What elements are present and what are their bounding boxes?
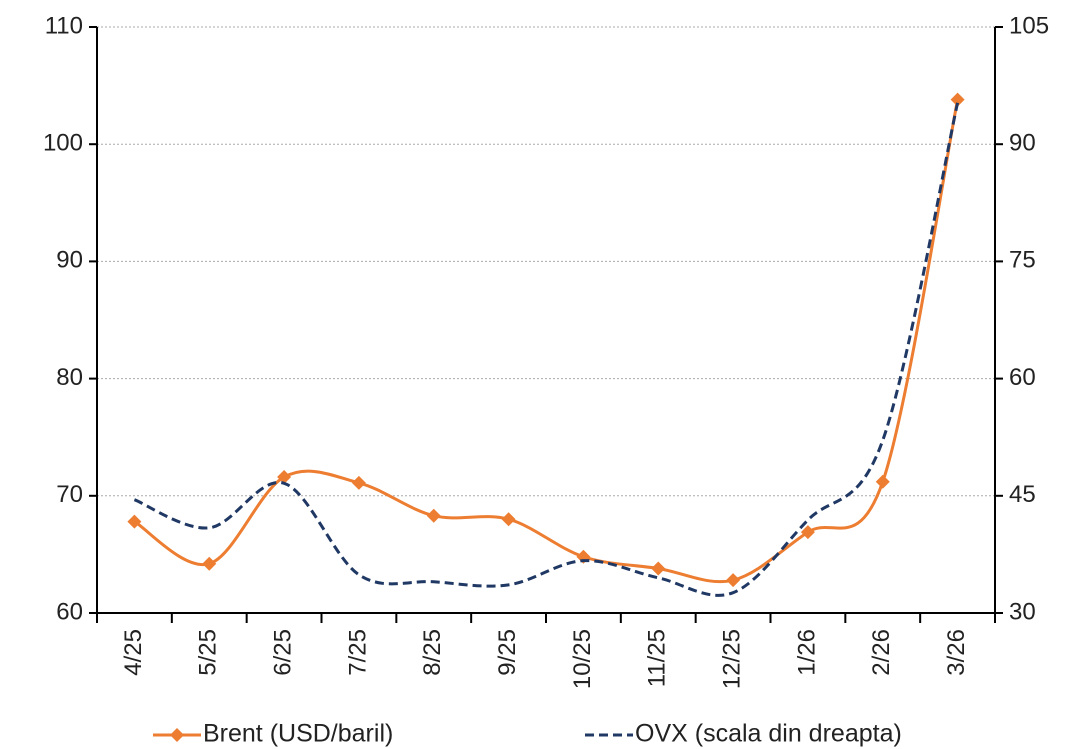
point-marker [351,475,366,490]
y-tick-label: 70 [56,481,83,508]
y-tick-label: 90 [56,247,83,274]
y2-tick-label: 60 [1009,364,1036,391]
x-tick-label: 4/25 [120,629,147,676]
x-tick-label: 6/25 [269,629,296,676]
x-tick-label: 10/25 [569,629,596,689]
x-tick-label: 8/25 [419,629,446,676]
y-tick-label: 60 [56,598,83,625]
x-tick-label: 1/26 [793,629,820,676]
point-marker [800,525,815,540]
y2-tick-label: 105 [1009,12,1049,39]
y2-tick-label: 90 [1009,130,1036,157]
y-tick-label: 100 [43,130,83,157]
point-marker [127,514,142,529]
y-tick-label: 80 [56,364,83,391]
y-tick-label: 110 [45,12,83,39]
series-line [133,99,960,584]
x-tick-label: 12/25 [718,629,745,689]
x-tick-label: 3/26 [943,629,970,676]
y2-tick-label: 45 [1009,481,1036,508]
legend-marker [170,728,184,742]
y2-tick-label: 30 [1009,598,1036,625]
point-marker [501,512,516,527]
point-marker [875,474,890,489]
x-tick-label: 2/26 [868,629,895,676]
x-tick-label: 7/25 [344,629,371,676]
y2-tick-label: 75 [1009,247,1036,274]
point-marker [277,470,292,485]
point-marker [950,92,965,107]
point-marker [426,508,441,523]
point-marker [726,573,741,588]
legend: Brent (USD/baril) OVX (scala din dreapta) [153,720,902,748]
x-tick-label: 5/25 [195,629,222,676]
x-tick-label: 9/25 [494,629,521,676]
series-line [133,102,960,597]
legend-label: Brent (USD/baril) [203,720,393,748]
x-tick-label: 11/25 [644,629,671,687]
point-marker [651,561,666,576]
legend-label: OVX (scala din dreapta) [635,720,902,748]
point-marker [202,556,217,571]
